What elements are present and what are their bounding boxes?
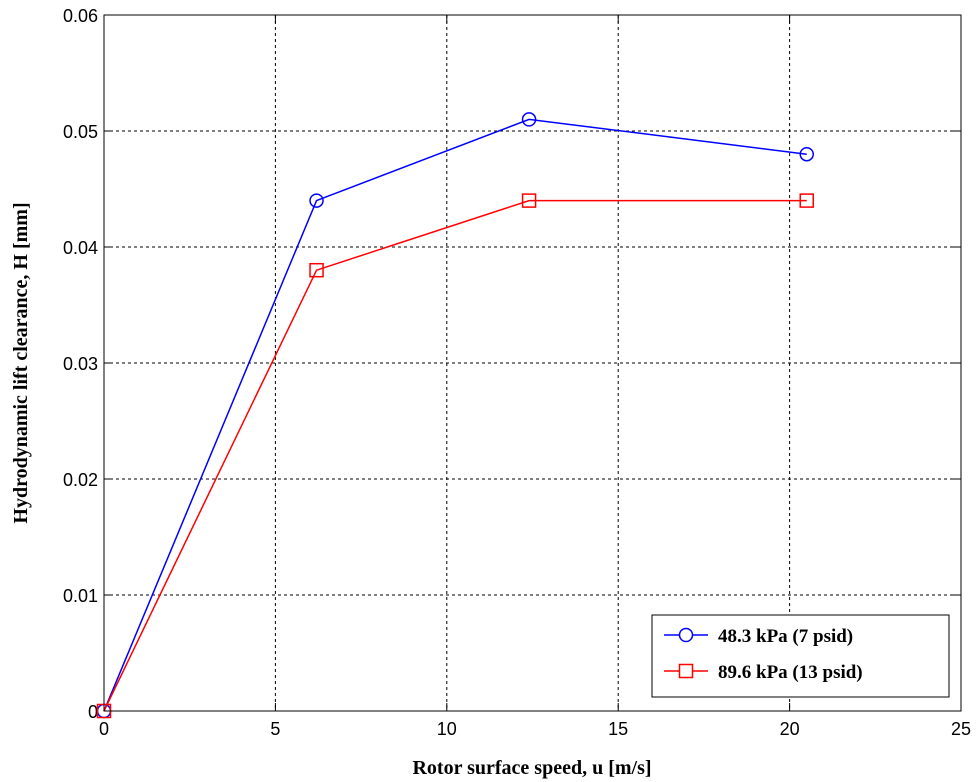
y-tick-label: 0.03 — [63, 354, 98, 374]
x-tick-label: 15 — [608, 719, 628, 739]
y-tick-label: 0 — [88, 702, 98, 722]
legend-label-series-1: 48.3 kPa (7 psid) — [718, 626, 853, 647]
x-axis-ticks: 0 5 10 15 20 25 — [99, 15, 971, 739]
x-tick-label: 5 — [270, 719, 280, 739]
data-point — [799, 193, 814, 208]
x-tick-label: 10 — [437, 719, 457, 739]
y-tick-label: 0.02 — [63, 470, 98, 490]
x-axis-label: Rotor surface speed, u [m/s] — [412, 757, 651, 779]
legend-entry-series-2: 89.6 kPa (13 psid) — [664, 662, 863, 683]
series-line-1 — [103, 118, 807, 712]
data-point — [521, 112, 537, 127]
legend-label-series-2: 89.6 kPa (13 psid) — [718, 662, 863, 683]
x-tick-label: 20 — [780, 719, 800, 739]
data-point — [309, 193, 324, 208]
data-point — [309, 262, 324, 278]
legend-box — [651, 614, 950, 698]
legend-marker-series-2 — [678, 663, 694, 679]
legend: 48.3 kPa (7 psid) 89.6 kPa (13 psid) — [651, 614, 950, 698]
series-layer — [96, 112, 814, 719]
legend-marker-series-1 — [678, 627, 694, 643]
plot-frame — [103, 14, 962, 712]
x-tick-label: 25 — [951, 719, 971, 739]
y-tick-label: 0.05 — [63, 122, 98, 142]
x-tick-label: 0 — [99, 719, 109, 739]
data-point — [799, 146, 814, 162]
data-point — [521, 193, 537, 208]
legend-entry-series-1: 48.3 kPa (7 psid) — [664, 626, 853, 647]
y-tick-label: 0.01 — [63, 586, 98, 606]
y-tick-label: 0.04 — [63, 238, 98, 258]
series-line-2 — [103, 199, 807, 712]
y-axis-label: Hydrodynamic lift clearance, H [mm] — [10, 202, 32, 523]
y-tick-label: 0.06 — [63, 6, 98, 26]
y-axis-ticks: 0 0.01 0.02 0.03 0.04 0.05 0.06 — [63, 6, 961, 722]
